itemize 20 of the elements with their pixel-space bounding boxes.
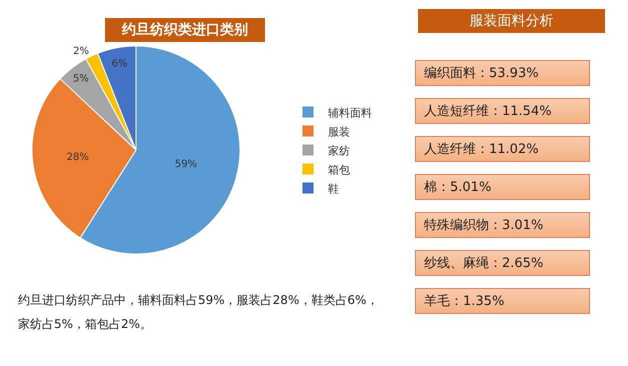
text: 特殊编织物：3.01% (415, 212, 590, 238)
text: 棉：5.01% (415, 174, 590, 200)
chart-title: 约旦纺织类进口类别 (105, 18, 265, 42)
legend-label: 辅料面料 (328, 106, 372, 120)
legend-label: 家纺 (328, 144, 350, 158)
text: 人造短纤维：11.54% (415, 98, 590, 124)
text: 编织面料：53.93% (415, 60, 590, 86)
legend-label: 服装 (328, 125, 350, 138)
text: 纱线、麻绳：2.65% (415, 250, 590, 276)
legend-label: 箱包 (328, 163, 350, 176)
data-label: 5% (72, 73, 89, 84)
data-label: 59% (174, 159, 198, 170)
text: 羊毛：1.35% (415, 288, 590, 314)
text: 服装面料分析 (418, 9, 605, 33)
legend-label: 鞋 (328, 182, 339, 196)
text: 约旦进口纺织产品中，辅料面料占59%，服装占28%，鞋类占6%，家纺占5%，箱包占2%。 (18, 292, 380, 333)
text: 人造纤维：11.02% (415, 136, 590, 162)
data-label: 28% (66, 152, 89, 163)
data-label: 2% (73, 46, 89, 57)
data-label: 6% (112, 58, 128, 70)
